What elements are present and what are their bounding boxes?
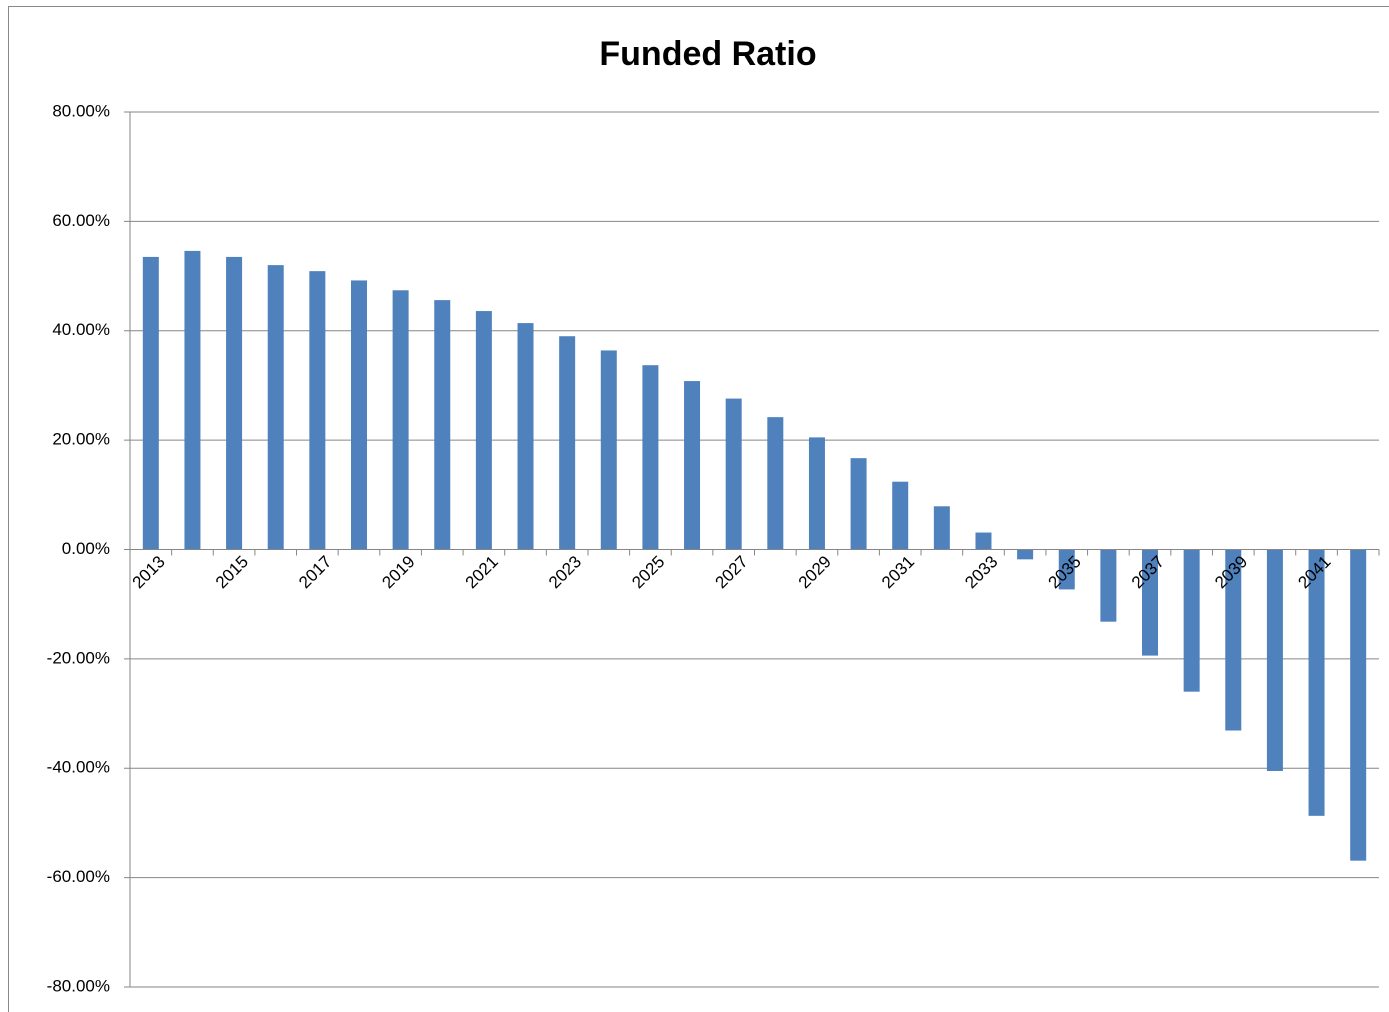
bar bbox=[392, 290, 409, 550]
bar bbox=[142, 256, 159, 550]
bar bbox=[725, 398, 742, 550]
bar bbox=[1058, 549, 1075, 590]
bar bbox=[1266, 549, 1283, 771]
y-tick-label: 60.00% bbox=[52, 211, 110, 230]
y-tick-label: 0.00% bbox=[62, 539, 110, 558]
bar bbox=[1142, 549, 1159, 656]
bar bbox=[975, 532, 992, 550]
y-tick-label: -80.00% bbox=[47, 976, 110, 995]
y-tick-label: 80.00% bbox=[52, 101, 110, 120]
bar bbox=[434, 300, 451, 550]
bar bbox=[600, 350, 617, 550]
bar bbox=[226, 256, 243, 550]
bar bbox=[1100, 549, 1117, 622]
bar bbox=[892, 481, 909, 550]
bar bbox=[684, 381, 701, 550]
bar bbox=[1350, 549, 1367, 861]
bar bbox=[1183, 549, 1200, 692]
bar bbox=[309, 271, 326, 550]
bar bbox=[267, 265, 284, 550]
y-tick-label: -20.00% bbox=[47, 648, 110, 667]
bar bbox=[559, 336, 576, 550]
bar bbox=[1017, 549, 1034, 560]
bar bbox=[767, 417, 784, 550]
bar bbox=[1225, 549, 1242, 731]
y-tick-label: -40.00% bbox=[47, 758, 110, 777]
bar bbox=[808, 437, 825, 550]
bar bbox=[642, 365, 659, 550]
bar bbox=[1308, 549, 1325, 816]
y-tick-label: 40.00% bbox=[52, 320, 110, 339]
bar bbox=[517, 323, 534, 550]
bar bbox=[475, 311, 492, 550]
bar bbox=[350, 280, 367, 550]
y-tick-label: -60.00% bbox=[47, 867, 110, 886]
bar bbox=[933, 506, 950, 550]
chart-title: Funded Ratio bbox=[599, 35, 816, 73]
bar bbox=[850, 458, 867, 550]
bar bbox=[184, 250, 201, 550]
y-tick-label: 20.00% bbox=[52, 430, 110, 449]
